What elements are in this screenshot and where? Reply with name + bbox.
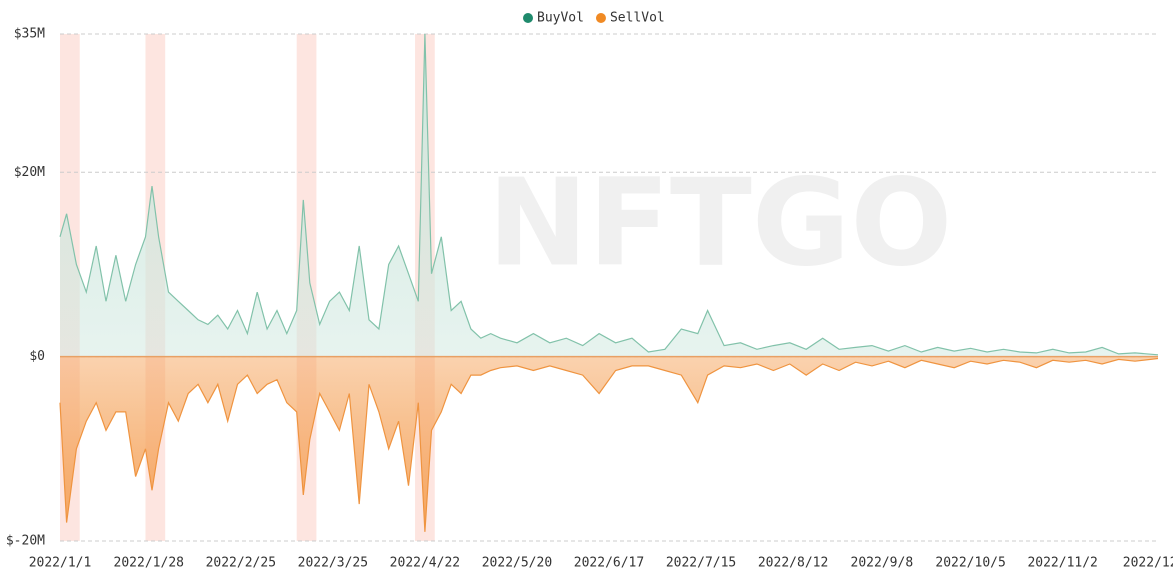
x-tick-label: 2022/4/22 — [390, 556, 460, 571]
x-tick-label: 2022/11/2 — [1027, 556, 1097, 571]
x-tick-label: 2022/12/1 — [1123, 556, 1173, 571]
y-tick-label: $-20M — [6, 534, 45, 549]
x-tick-label: 2022/9/8 — [851, 556, 914, 571]
legend-label: BuyVol — [537, 11, 584, 26]
legend-label: SellVol — [610, 11, 665, 26]
legend-marker — [523, 13, 533, 23]
area — [60, 356, 1158, 532]
x-tick-label: 2022/2/25 — [206, 556, 276, 571]
x-tick-label: 2022/3/25 — [298, 556, 368, 571]
area-line — [59, 33, 1159, 356]
x-tick-label: 2022/1/1 — [29, 556, 92, 571]
y-tick-label: $20M — [14, 165, 45, 180]
y-tick-label: $35M — [14, 27, 45, 42]
y-tick-label: $0 — [29, 349, 45, 364]
x-tick-label: 2022/6/17 — [574, 556, 644, 571]
legend-marker — [595, 13, 606, 23]
area — [60, 34, 1158, 357]
area-line — [59, 357, 1159, 532]
x-tick-label: 2022/7/15 — [666, 556, 736, 571]
x-tick-label: 2022/8/12 — [758, 556, 828, 571]
watermark: NFTGO — [488, 155, 953, 294]
x-tick-label: 2022/1/28 — [114, 556, 184, 571]
x-tick-label: 2022/10/5 — [935, 556, 1005, 571]
x-tick-label: 2022/5/20 — [482, 556, 552, 571]
